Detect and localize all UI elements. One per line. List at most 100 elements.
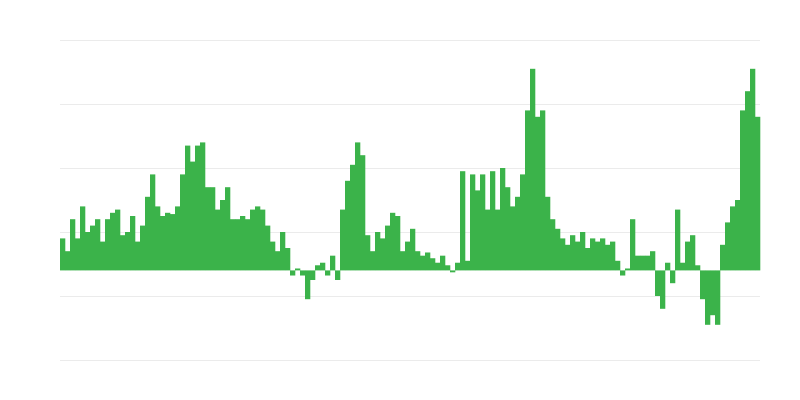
bar (270, 241, 276, 271)
bar (65, 251, 71, 271)
bar (670, 270, 676, 284)
bar (200, 142, 206, 271)
bar (625, 268, 631, 271)
bar (80, 206, 86, 271)
bar (715, 270, 721, 325)
bar (585, 248, 591, 271)
bar (345, 180, 351, 271)
bar (95, 219, 101, 271)
bar (560, 238, 566, 271)
bar (165, 212, 171, 271)
bar (520, 174, 526, 271)
bar (750, 68, 756, 271)
bar (130, 216, 136, 271)
bar (735, 200, 741, 271)
bar (355, 142, 361, 271)
bar (135, 241, 141, 271)
bar (500, 168, 506, 271)
bar (675, 209, 681, 271)
bar (240, 216, 246, 271)
bar (695, 265, 701, 271)
bar (480, 174, 486, 271)
bar (530, 68, 536, 271)
bar (700, 270, 706, 300)
bar (725, 222, 731, 271)
bar (325, 270, 331, 276)
bar (720, 244, 726, 271)
bar (590, 238, 596, 271)
bar (75, 238, 81, 271)
bar (230, 219, 236, 271)
bar (180, 174, 186, 271)
bar (390, 212, 396, 271)
bar (475, 190, 481, 271)
bar (655, 270, 661, 296)
bar (630, 219, 636, 271)
bar (110, 212, 116, 271)
bar (730, 206, 736, 271)
bar (615, 260, 621, 271)
bar (315, 265, 321, 271)
bar (645, 255, 651, 271)
bar (510, 206, 516, 271)
bar (455, 262, 461, 271)
bar (320, 262, 326, 271)
bar (555, 228, 561, 271)
bar (160, 216, 166, 271)
bar (745, 91, 751, 271)
bar (260, 209, 266, 271)
bar (155, 206, 161, 271)
bar (400, 251, 406, 271)
bar (305, 270, 311, 300)
bar (515, 196, 521, 271)
bar (215, 209, 221, 271)
bar (600, 238, 606, 271)
bar (175, 206, 181, 271)
bar (570, 235, 576, 271)
bar (365, 235, 371, 271)
bar (460, 171, 466, 271)
bar (210, 187, 216, 271)
bar (185, 145, 191, 271)
bar (470, 174, 476, 271)
bar (220, 200, 226, 271)
bar (290, 270, 296, 276)
bar (330, 255, 336, 271)
bar (450, 270, 456, 273)
bar (755, 116, 761, 271)
bar (435, 262, 441, 271)
bar (430, 258, 436, 271)
bar (265, 225, 271, 271)
bar (380, 238, 386, 271)
bar (370, 251, 376, 271)
bar (505, 187, 511, 271)
bar (610, 241, 616, 271)
bar (485, 209, 491, 271)
bar (115, 209, 121, 271)
bar (145, 196, 151, 271)
bar (650, 251, 656, 271)
bar (280, 232, 286, 271)
bar (85, 232, 91, 271)
bar (125, 232, 131, 271)
bar (710, 270, 716, 316)
bar (665, 262, 671, 271)
bar (605, 244, 611, 271)
bar (550, 219, 556, 271)
bar (635, 255, 641, 271)
bar (565, 244, 571, 271)
bar (375, 232, 381, 271)
bar (350, 164, 356, 271)
bar (540, 110, 546, 271)
bar (150, 174, 156, 271)
bar (140, 225, 146, 271)
bar (680, 262, 686, 271)
bar (525, 110, 531, 271)
bar (425, 252, 431, 271)
bar (740, 110, 746, 271)
bar (620, 270, 626, 276)
bar (70, 219, 76, 271)
bar (295, 268, 301, 271)
bar (445, 265, 451, 271)
